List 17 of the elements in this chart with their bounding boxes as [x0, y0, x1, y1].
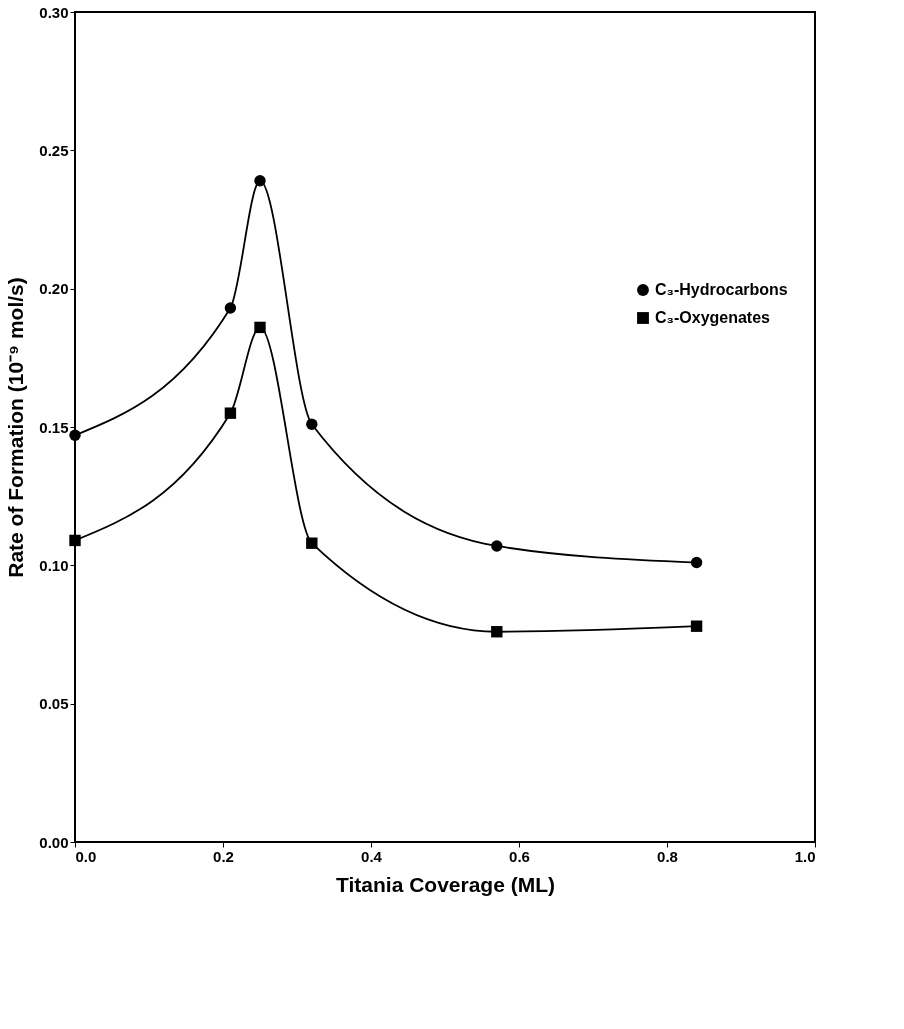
x-tick-label: 0.4	[361, 847, 383, 865]
y-tick-label: 0.15	[39, 418, 69, 436]
y-tick-label: 0.30	[39, 3, 69, 21]
legend-label: C₃-Oxygenates	[655, 309, 771, 326]
y-tick-label: 0.00	[39, 833, 69, 851]
x-tick-label: 0.0	[75, 847, 97, 865]
x-tick-label: 0.2	[213, 847, 234, 865]
x-tick-label: 0.8	[657, 847, 678, 865]
y-axis-title: Rate of Formation (10⁻⁹ mol/s)	[4, 277, 28, 578]
y-tick-label: 0.05	[39, 695, 69, 713]
x-tick-label: 1.0	[794, 847, 816, 865]
x-tick-label: 0.6	[509, 847, 530, 865]
y-tick-label: 0.10	[39, 556, 69, 574]
x-axis-title: Titania Coverage (ML)	[336, 872, 555, 896]
y-tick-label: 0.20	[39, 280, 69, 298]
y-tick-label: 0.25	[39, 141, 69, 159]
legend-label: C₃-Hydrocarbons	[655, 281, 788, 298]
